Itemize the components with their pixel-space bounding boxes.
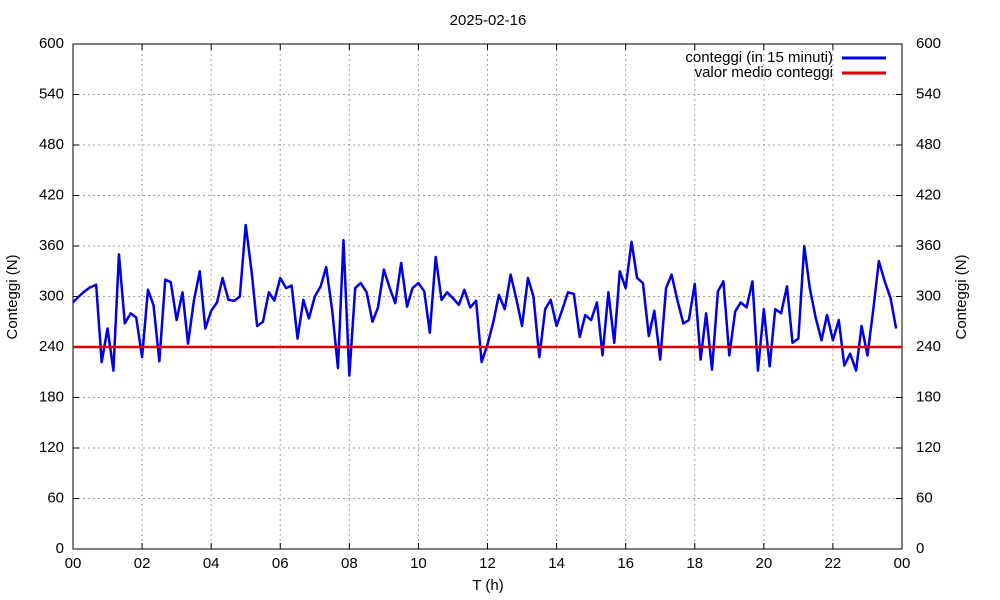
legend-label: valor medio conteggi <box>695 64 833 81</box>
x-tick-label: 10 <box>410 555 427 572</box>
y-tick-label: 120 <box>39 439 64 456</box>
y-axis-label: Conteggi (N) <box>4 254 21 339</box>
x-tick-label: 18 <box>686 555 703 572</box>
y2-tick-label: 600 <box>916 35 941 52</box>
y-tick-label: 420 <box>39 186 64 203</box>
y-tick-label: 480 <box>39 136 64 153</box>
y2-tick-label: 60 <box>916 489 933 506</box>
y-tick-label: 0 <box>56 540 64 557</box>
y2-tick-label: 120 <box>916 439 941 456</box>
y-tick-label: 540 <box>39 85 64 102</box>
legend-label: conteggi (in 15 minuti) <box>685 49 833 66</box>
x-tick-label: 20 <box>755 555 772 572</box>
y2-tick-label: 300 <box>916 287 941 304</box>
y2-tick-label: 480 <box>916 136 941 153</box>
y2-tick-label: 180 <box>916 388 941 405</box>
y2-tick-label: 540 <box>916 85 941 102</box>
x-tick-label: 06 <box>272 555 289 572</box>
x-tick-label: 08 <box>341 555 358 572</box>
plot-border <box>72 43 903 550</box>
y-tick-label: 180 <box>39 388 64 405</box>
y2-axis-label: Conteggi (N) <box>953 254 970 339</box>
y-tick-label: 60 <box>47 489 64 506</box>
y2-tick-label: 420 <box>916 186 941 203</box>
y-tick-label: 360 <box>39 237 64 254</box>
x-tick-label: 14 <box>548 555 565 572</box>
y-tick-label: 300 <box>39 287 64 304</box>
x-tick-label: 22 <box>825 555 842 572</box>
x-tick-label: 16 <box>617 555 634 572</box>
y-tick-label: 600 <box>39 35 64 52</box>
x-tick-label: 12 <box>479 555 496 572</box>
x-axis-label: T (h) <box>472 577 503 594</box>
x-tick-label: 00 <box>65 555 82 572</box>
y2-tick-label: 0 <box>916 540 924 557</box>
x-tick-label: 00 <box>894 555 911 572</box>
x-tick-label: 04 <box>203 555 220 572</box>
y-tick-label: 240 <box>39 338 64 355</box>
x-tick-label: 02 <box>134 555 151 572</box>
y2-tick-label: 240 <box>916 338 941 355</box>
y2-tick-label: 360 <box>916 237 941 254</box>
series-line <box>72 223 898 377</box>
chart-title: 2025-02-16 <box>450 12 527 29</box>
